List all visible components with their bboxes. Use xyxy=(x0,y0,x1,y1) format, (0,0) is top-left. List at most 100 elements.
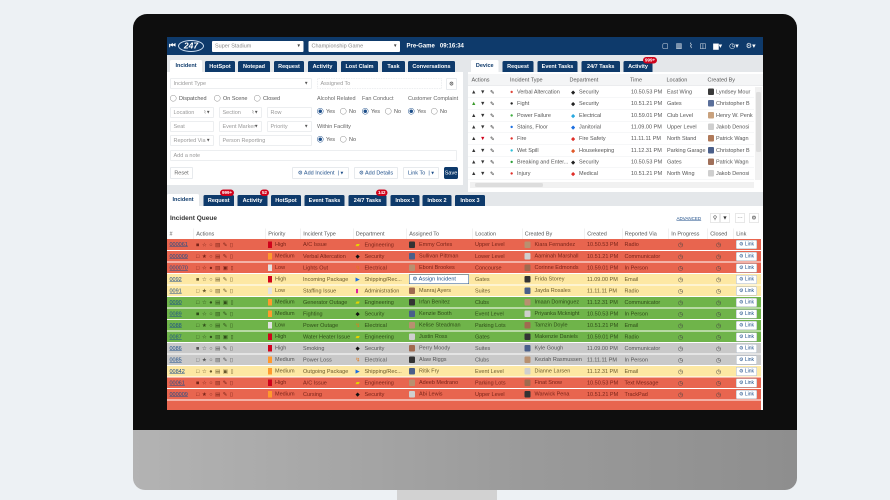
thumbs-down-icon[interactable]: ▼ xyxy=(480,100,486,107)
save-button[interactable]: Save xyxy=(444,167,458,179)
tab-request[interactable]: Request xyxy=(274,61,304,72)
images-icon[interactable]: ▤ xyxy=(215,241,223,248)
tab-notepad[interactable]: Notepad xyxy=(238,61,270,72)
edit-icon[interactable]: ✎ xyxy=(222,357,230,363)
device-row[interactable]: ▲ ▼ ✎ ● Fire ◆ Fire Safety 11.11.11 PM North Sta… xyxy=(468,133,754,145)
edit-icon[interactable]: ✎ xyxy=(490,89,495,96)
tab-lost-claim[interactable]: Lost Claim xyxy=(341,61,378,72)
trash-icon[interactable]: ▯ xyxy=(230,299,237,306)
note-icon[interactable]: ■ xyxy=(196,311,202,317)
edit-icon[interactable]: ▣ xyxy=(222,299,231,306)
column-header-actions[interactable]: Actions xyxy=(193,228,266,239)
column-header-in-progress[interactable]: In Progress xyxy=(668,228,708,239)
trash-icon[interactable]: ▯ xyxy=(230,265,237,271)
star-icon[interactable]: ☆ xyxy=(201,368,210,375)
column-header-link[interactable]: Link xyxy=(733,228,761,239)
table-row[interactable]: 0089 ■☆○▤✎▯ Medium Fighting ◆ Security Kenzie … xyxy=(167,308,761,320)
edit-icon[interactable]: ✎ xyxy=(490,147,495,154)
gear-icon[interactable]: ⚙▾ xyxy=(745,41,756,50)
note-icon[interactable]: ■ xyxy=(196,276,202,283)
note-icon[interactable]: ■ xyxy=(196,380,202,386)
note-icon[interactable]: □ xyxy=(196,334,202,340)
thumbs-up-icon[interactable]: ▲ xyxy=(471,89,477,95)
tab-inbox-1[interactable]: Inbox 1 xyxy=(390,195,420,206)
tab-task[interactable]: Task xyxy=(382,61,405,72)
edit-icon[interactable]: ✎ xyxy=(490,159,495,166)
status-dispatched-radio[interactable]: Dispatched xyxy=(170,95,207,102)
table-row[interactable]: 000070 □☆●▤▣▯ Low Lights Out ↯ Electrical Ebon… xyxy=(167,262,761,274)
incident-id-link[interactable]: 0086 xyxy=(167,342,194,355)
thumbs-up-icon[interactable]: ▲ xyxy=(471,158,477,165)
incident-id-link[interactable]: 000061 xyxy=(167,239,194,251)
device-row[interactable]: ▲ ▼ ✎ ● Breaking and Enter... ◆ Security 10.50.… xyxy=(468,156,754,168)
tab-activity[interactable]: Activity xyxy=(308,61,337,72)
edit-icon[interactable]: ✎ xyxy=(222,253,230,260)
comment-icon[interactable]: ● xyxy=(209,334,216,340)
tab-inbox-2[interactable]: Inbox 2 xyxy=(422,195,452,206)
incident-id-link[interactable]: 000009 xyxy=(167,250,194,263)
images-icon[interactable]: ▤ xyxy=(215,345,223,352)
map-icon[interactable]: ▥ xyxy=(675,41,683,50)
trash-icon[interactable]: ▯ xyxy=(229,288,236,294)
tab-incident[interactable]: Incident xyxy=(170,60,202,72)
no-radio[interactable]: No xyxy=(340,108,356,115)
table-row[interactable]: 00842 □☆●▤▣▯ Medium Outgoing Package ▶ Shippi… xyxy=(167,365,761,378)
trash-icon[interactable]: ▯ xyxy=(229,322,236,329)
trash-icon[interactable]: ▯ xyxy=(229,311,236,317)
column-header-priority[interactable]: Priority xyxy=(265,228,301,239)
trash-icon[interactable]: ▯ xyxy=(229,380,236,386)
incident-id-link[interactable]: 0087 xyxy=(167,331,194,343)
comment-icon[interactable]: ○ xyxy=(209,322,216,329)
table-row[interactable]: 0085 □★○▤✎▯ Medium Power Loss ↯ Electrical Ala… xyxy=(167,354,761,366)
incident-id[interactable]: 00842 xyxy=(169,368,185,375)
note-icon[interactable]: □ xyxy=(196,265,202,271)
tab-hotspot[interactable]: HotSpot xyxy=(271,195,301,206)
incident-id-link[interactable]: 0085 xyxy=(167,354,194,366)
incident-id[interactable]: 0090 xyxy=(169,299,182,306)
column-header-department[interactable]: Department xyxy=(569,77,599,83)
thumbs-down-icon[interactable]: ▼ xyxy=(480,135,486,142)
column-header-closed[interactable]: Closed xyxy=(707,228,734,239)
tab-request[interactable]: Request xyxy=(203,195,234,206)
yes-radio[interactable]: Yes xyxy=(362,108,380,115)
edit-icon[interactable]: ✎ xyxy=(222,380,230,386)
trash-icon[interactable]: ▯ xyxy=(229,357,236,363)
comment-icon[interactable]: ○ xyxy=(209,311,216,317)
images-icon[interactable]: ▤ xyxy=(215,357,223,363)
add-incident-button[interactable]: ⚙ Add Incident | ▾ xyxy=(292,167,349,179)
assign-incident-button[interactable]: ⚙ Assign Incident xyxy=(409,274,469,284)
more-icon[interactable]: ⋯ xyxy=(735,213,745,223)
incident-id[interactable]: 0086 xyxy=(169,345,182,352)
reset-button[interactable]: Reset xyxy=(170,167,193,179)
device-row[interactable]: ▲ ▼ ✎ ● Verbal Altercation ◆ Security 10.50.53 … xyxy=(468,87,754,98)
in-progress-clock-icon[interactable]: ◷ xyxy=(678,298,684,306)
link-button[interactable]: ⚙ Link xyxy=(736,332,758,342)
incident-type-select[interactable]: Incident Type ▼ xyxy=(170,78,312,89)
device-row[interactable]: ▲ ▼ ✎ ● Wet Spill ◆ Housekeeping 11.12.31 PM Par… xyxy=(468,145,754,157)
in-progress-clock-icon[interactable]: ◷ xyxy=(678,310,684,318)
link-button[interactable]: ⚙ Link xyxy=(736,297,758,307)
in-progress-clock-icon[interactable]: ◷ xyxy=(678,344,684,352)
column-header-location[interactable]: Location xyxy=(472,228,522,239)
incident-id-link[interactable]: 0089 xyxy=(167,308,194,320)
link-button[interactable]: ⚙ Link xyxy=(736,263,758,273)
closed-clock-icon[interactable]: ◷ xyxy=(716,379,722,387)
device-row[interactable]: ▲ ▼ ✎ ● Stains, Floor ◆ Janitorial 11.09.00 PM U… xyxy=(468,121,754,133)
images-icon[interactable]: ▤ xyxy=(215,253,223,260)
note-icon[interactable]: ■ xyxy=(196,241,202,248)
tab-incident[interactable]: Incident xyxy=(167,194,199,206)
column-header-location[interactable]: Location xyxy=(666,77,688,83)
closed-clock-icon[interactable]: ◷ xyxy=(716,390,722,398)
paperclip-icon[interactable]: ⌇ xyxy=(689,41,693,50)
edit-icon[interactable]: ✎ xyxy=(222,322,230,329)
note-icon[interactable]: □ xyxy=(196,322,202,329)
table-row[interactable]: 0090 □☆●▤▣▯ Medium Generator Outage ▰ Enginee… xyxy=(167,296,761,309)
no-radio[interactable]: No xyxy=(431,108,447,115)
incident-id[interactable]: 0087 xyxy=(169,333,182,340)
note-icon[interactable]: □ xyxy=(196,299,202,306)
closed-clock-icon[interactable]: ◷ xyxy=(716,241,722,248)
star-icon[interactable]: ☆ xyxy=(201,299,210,306)
tab-24-7-tasks[interactable]: 24/7 Tasks xyxy=(581,61,620,72)
trash-icon[interactable]: ▯ xyxy=(229,253,236,260)
edit-icon[interactable]: ✎ xyxy=(222,288,230,294)
